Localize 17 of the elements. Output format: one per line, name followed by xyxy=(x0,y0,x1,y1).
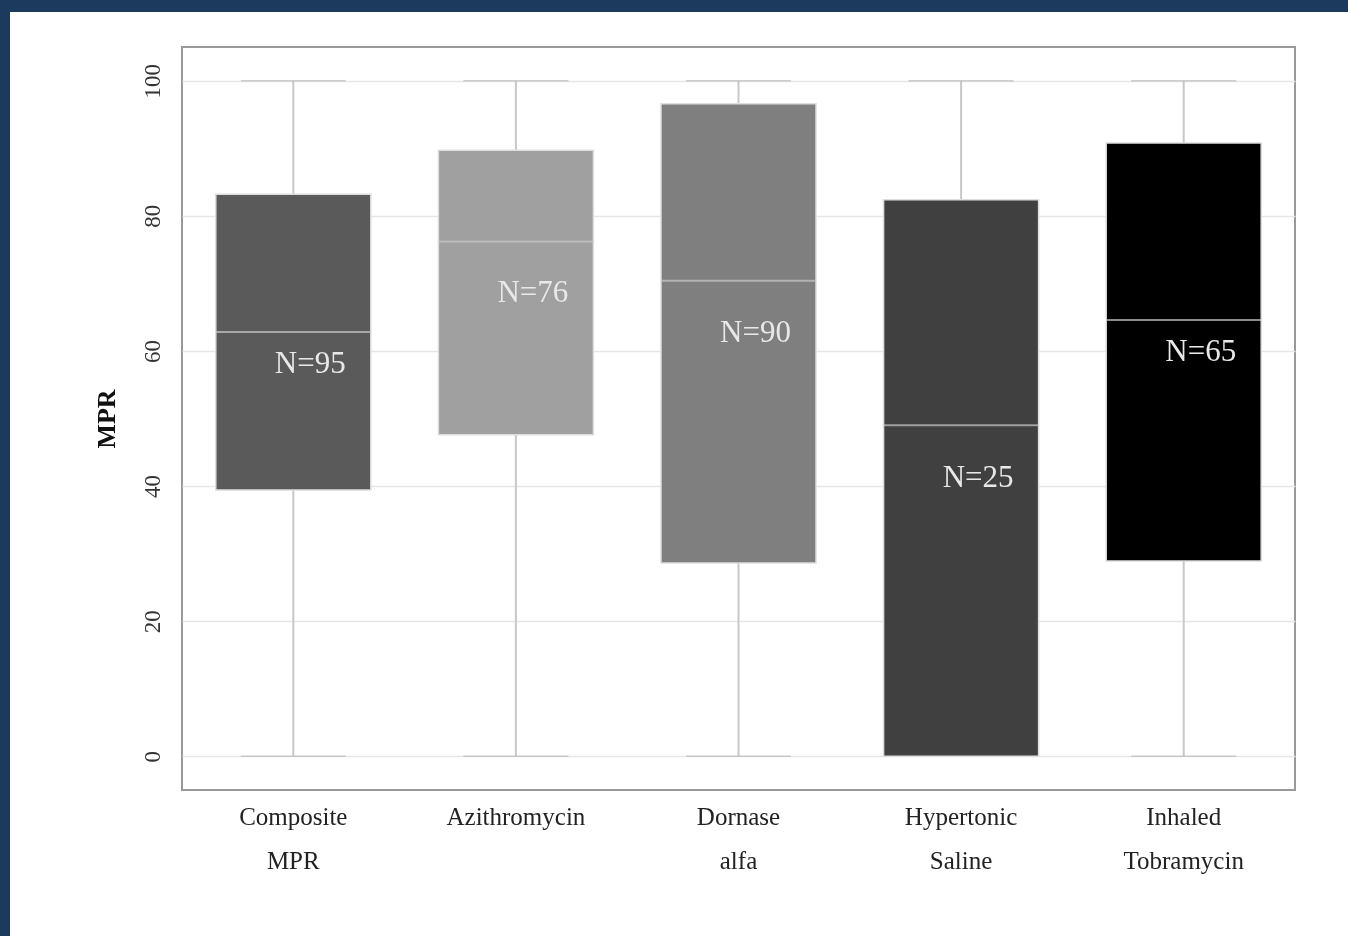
y-tick-label: 40 xyxy=(139,475,165,499)
annotation: N=25 xyxy=(942,458,1014,494)
annotation: N=90 xyxy=(720,314,791,350)
x-tick-label: Dornase alfa xyxy=(696,802,781,874)
y-tick-label: 100 xyxy=(139,64,165,99)
annotation: N=76 xyxy=(497,273,569,309)
y-tick-label: 60 xyxy=(139,339,165,363)
x-tick-label: Composite MPR xyxy=(239,802,348,874)
x-tick-label: Azithromycin xyxy=(446,802,586,830)
y-tick-label: 80 xyxy=(139,204,165,228)
annotation: N=95 xyxy=(274,345,346,381)
annotation: N=65 xyxy=(1165,332,1237,368)
x-tick-label: Inhaled Tobramycin xyxy=(1123,802,1245,874)
y-tick-label: 20 xyxy=(139,610,165,634)
y-axis-title: MPR xyxy=(91,389,121,449)
x-tick-label: Hypertonic Saline xyxy=(904,802,1018,874)
y-tick-label: 0 xyxy=(139,750,165,763)
